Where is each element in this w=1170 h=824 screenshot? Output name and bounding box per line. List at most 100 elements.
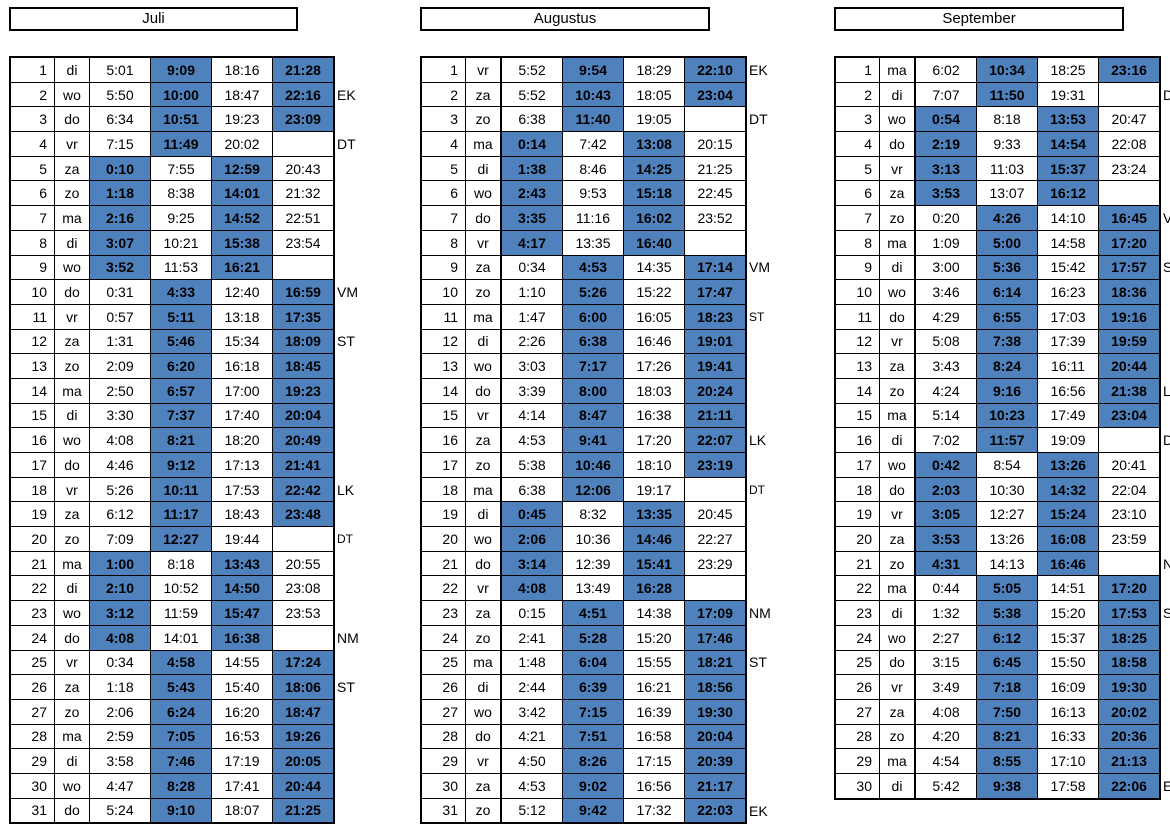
low-water-time: 14:51 [1037, 575, 1099, 602]
low-water-time [272, 254, 335, 281]
weekday: za [879, 526, 916, 552]
day-number: 1 [9, 55, 55, 83]
day-number: 22 [420, 575, 466, 602]
high-water-time: 17:53 [1098, 600, 1161, 626]
high-water-time: 3:13 [914, 155, 977, 182]
moon-phase-label [1160, 57, 1170, 82]
weekday: wo [879, 624, 916, 651]
weekday: zo [465, 279, 502, 305]
day-number: 17 [834, 452, 880, 478]
moon-phase-label: DT [1160, 428, 1170, 453]
low-water-time: 15:20 [1037, 600, 1099, 626]
high-water-time: 7:37 [150, 402, 212, 429]
high-water-time: 7:18 [976, 674, 1038, 700]
weekday: wo [465, 353, 502, 379]
moon-phase-label: NM [337, 629, 359, 646]
moon-phase-label [334, 551, 390, 576]
low-water-time: 2:41 [500, 624, 563, 651]
day-number: 14 [420, 377, 466, 404]
day-number: 28 [834, 723, 880, 750]
low-water-time: 4:14 [500, 402, 563, 429]
day-number: 2 [9, 81, 55, 108]
low-water-time: 5:52 [500, 55, 563, 83]
moon-phase-label [746, 724, 802, 749]
low-water-time: 6:02 [914, 55, 977, 83]
low-water-time: 14:38 [623, 600, 685, 626]
high-water-time: 19:16 [1098, 303, 1161, 330]
high-water-time: 13:26 [1037, 452, 1099, 478]
moon-phase-label [1160, 749, 1170, 774]
day-number: 20 [420, 526, 466, 552]
day-number: 7 [9, 205, 55, 231]
high-water-time: 22:10 [684, 55, 747, 83]
moon-phase-label [334, 773, 390, 798]
weekday: vr [54, 303, 90, 330]
weekday: za [465, 772, 502, 799]
low-water-time: 5:50 [89, 81, 151, 108]
high-water-time: 6:55 [976, 303, 1038, 330]
day-row: 4 do 2:19 9:33 14:54 22:08 [834, 131, 1170, 157]
day-number: 13 [9, 353, 55, 379]
weekday: do [54, 624, 90, 651]
day-row: 26 za 1:18 5:43 15:40 18:06 ST [9, 674, 390, 700]
high-water-time: 23:04 [684, 81, 747, 108]
weekday: za [879, 698, 916, 725]
day-number: 25 [9, 649, 55, 676]
day-row: 5 di 1:38 8:46 14:25 21:25 [420, 155, 802, 182]
low-water-time: 8:38 [150, 180, 212, 207]
day-row: 11 do 4:29 6:55 17:03 19:16 [834, 303, 1170, 330]
low-water-time: 17:58 [1037, 772, 1099, 800]
moon-phase-label: EK [1160, 773, 1170, 798]
moon-phase-label: NM [1160, 551, 1170, 576]
high-water-time: 9:16 [976, 377, 1038, 404]
low-water-time: 11:59 [150, 600, 212, 626]
high-water-time: 19:41 [684, 353, 747, 379]
day-number: 3 [420, 106, 466, 133]
low-water-time: 20:02 [211, 131, 273, 157]
day-number: 22 [834, 575, 880, 602]
weekday: zo [54, 353, 90, 379]
moon-phase-label [1160, 354, 1170, 379]
day-row: 24 do 4:08 14:01 16:38 NM [9, 624, 390, 651]
day-row: 3 zo 6:38 11:40 19:05 DT [420, 106, 802, 133]
day-number: 25 [420, 649, 466, 676]
low-water-time: 7:15 [89, 131, 151, 157]
weekday: ma [465, 476, 502, 503]
low-water-time: 16:21 [623, 674, 685, 700]
low-water-time: 5:01 [89, 55, 151, 83]
low-water-time: 15:37 [1037, 624, 1099, 651]
low-water-time: 4:29 [914, 303, 977, 330]
weekday: zo [465, 452, 502, 478]
high-water-time: 6:14 [976, 279, 1038, 305]
day-row: 3 do 6:34 10:51 19:23 23:09 [9, 106, 390, 133]
high-water-time: 0:42 [914, 452, 977, 478]
moon-phase-label [746, 156, 802, 181]
low-water-time: 4:21 [500, 723, 563, 750]
moon-phase-label: LK [337, 481, 355, 498]
high-water-time: 15:18 [623, 180, 685, 207]
high-water-time: 21:17 [684, 772, 747, 799]
day-number: 4 [9, 131, 55, 157]
tide-table: 1ma6:0210:3418:2523:162di7:0711:5019:31D… [834, 55, 1170, 800]
low-water-time: 16:05 [623, 303, 685, 330]
low-water-time: 14:55 [211, 649, 273, 676]
low-water-time: 2:44 [500, 674, 563, 700]
high-water-time: 20:36 [1098, 723, 1161, 750]
low-water-time: 20:55 [272, 550, 335, 577]
high-water-time: 5:38 [976, 600, 1038, 626]
high-water-time: 20:49 [272, 427, 335, 453]
day-number: 3 [834, 106, 880, 133]
low-water-time: 16:38 [623, 402, 685, 429]
high-water-time: 8:21 [976, 723, 1038, 750]
high-water-time: 3:53 [914, 180, 977, 207]
moon-phase-label [746, 280, 802, 305]
low-water-time: 11:03 [976, 155, 1038, 182]
day-row: 5 vr 3:13 11:03 15:37 23:24 [834, 155, 1170, 182]
moon-phase-label [334, 502, 390, 527]
high-water-time: 18:36 [1098, 279, 1161, 305]
day-row: 10 do 0:31 4:33 12:40 16:59 VM [9, 279, 390, 305]
low-water-time: 16:56 [1037, 377, 1099, 404]
weekday: ma [879, 229, 916, 256]
